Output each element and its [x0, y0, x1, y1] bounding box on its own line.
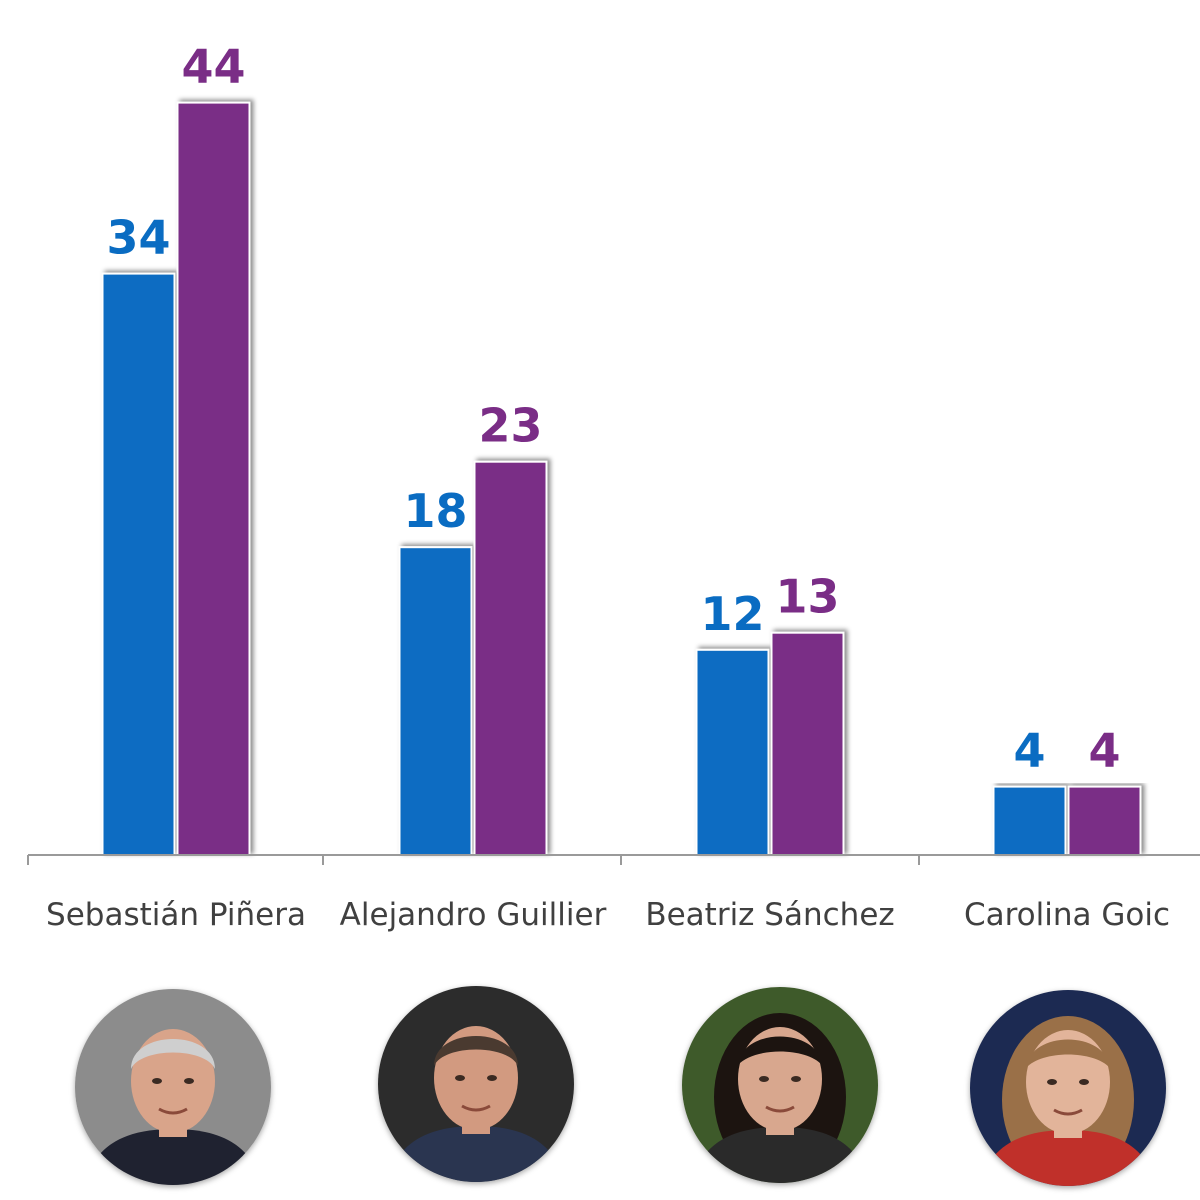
portrait-beatriz-sanchez-icon [682, 987, 878, 1183]
bar-series2-3 [770, 631, 845, 857]
category-label-4: Carolina Goic [964, 897, 1170, 933]
category-label-3: Beatriz Sánchez [645, 897, 894, 933]
x-axis [27, 854, 1200, 865]
portrait-alejandro-guillier-icon [378, 986, 574, 1182]
bars-layer [101, 101, 1142, 857]
bar-series2-4 [1067, 785, 1142, 856]
data-label-series2-3: 13 [775, 570, 839, 624]
data-label-series1-1: 34 [106, 211, 170, 265]
data-label-series2-2: 23 [478, 399, 542, 453]
data-label-series2-1: 44 [181, 40, 245, 94]
data-label-series2-4: 4 [1088, 724, 1120, 778]
data-label-series1-3: 12 [700, 587, 764, 641]
bar-series1-2 [398, 546, 473, 856]
bar-series2-1 [176, 101, 251, 857]
category-label-1: Sebastián Piñera [46, 897, 306, 933]
data-label-series1-2: 18 [403, 484, 467, 538]
bar-series1-4 [992, 785, 1067, 856]
bar-series1-1 [101, 272, 176, 857]
portrait-sebastian-pinera-icon [75, 989, 271, 1185]
category-label-2: Alejandro Guillier [340, 897, 607, 933]
data-label-series1-4: 4 [1013, 724, 1045, 778]
bar-series1-3 [695, 648, 770, 856]
bar-series2-2 [473, 460, 548, 856]
portrait-carolina-goic-icon [970, 990, 1166, 1186]
